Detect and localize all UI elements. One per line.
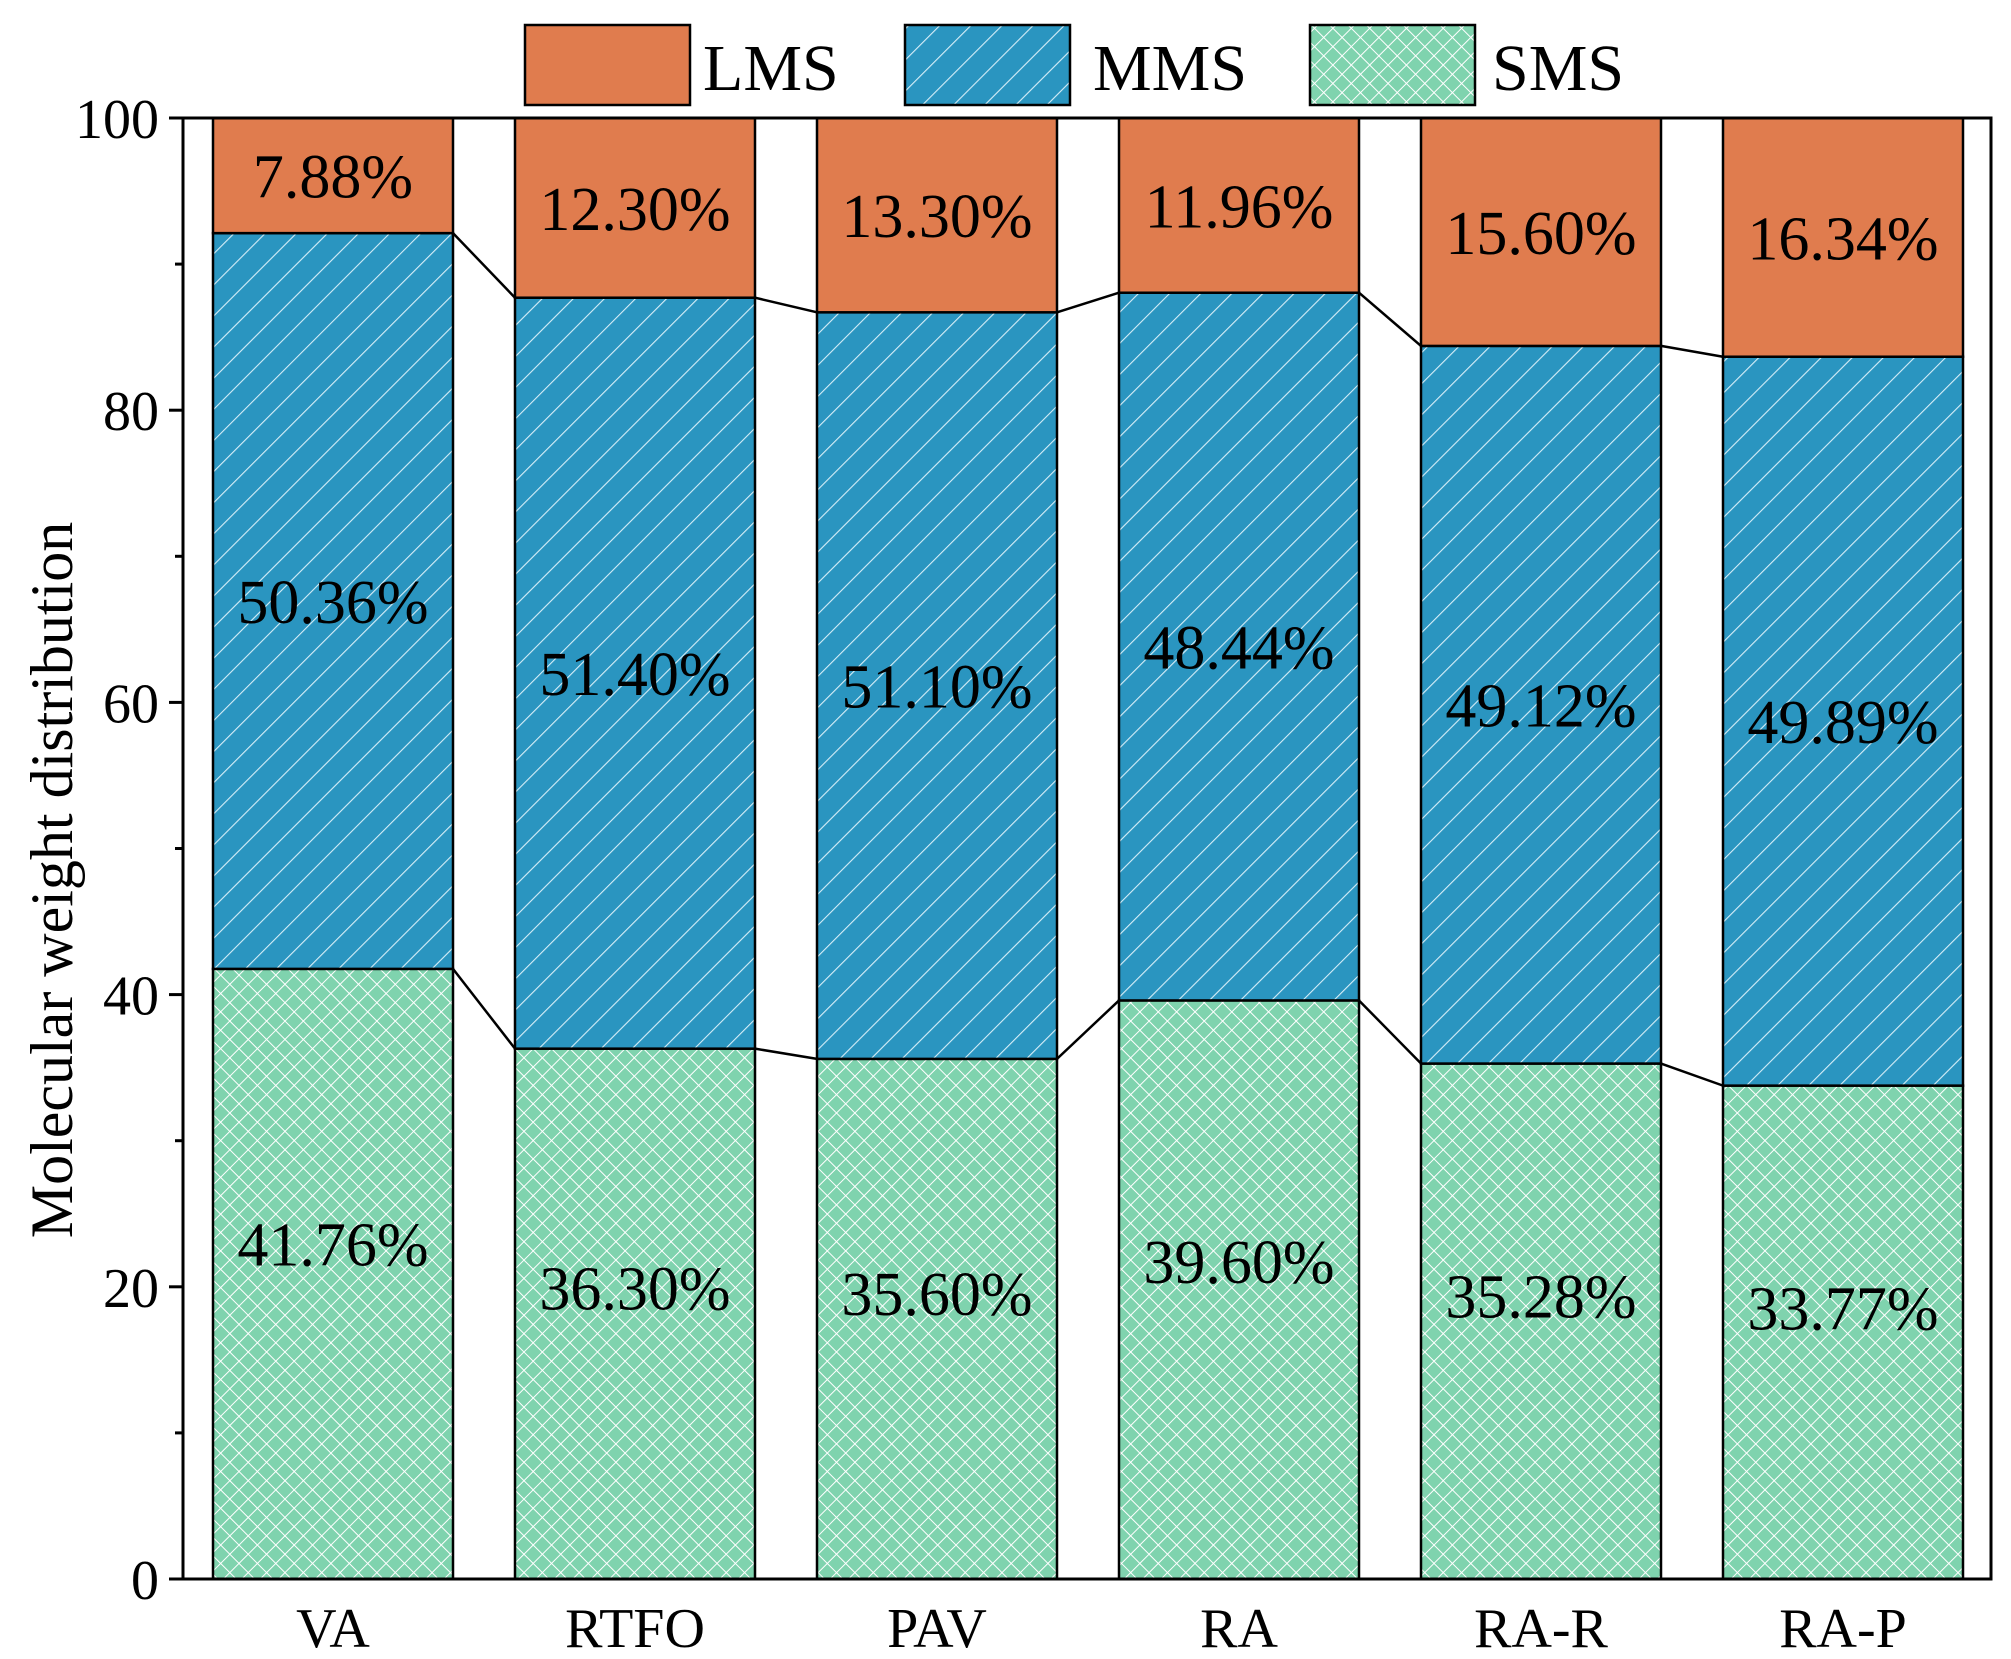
bar-lms-pav (815, 116, 1059, 314)
x-axis-tick-labels: VA RTFO PAV RA RA-R RA-P (296, 1598, 1907, 1659)
connector-mms (1660, 344, 1724, 358)
bar-mms-ra-r (1419, 344, 1663, 1065)
data-label-sms-rtfo: 36.30% (539, 1255, 730, 1323)
y-axis-ticks: 0 20 40 60 80 100 (75, 89, 183, 1612)
data-label-mms-rtfo: 51.40% (539, 641, 730, 709)
connector-sms (1056, 999, 1120, 1060)
data-label-mms-ra: 48.44% (1143, 615, 1334, 683)
connector-sms (452, 968, 516, 1050)
connector-lines (452, 232, 1724, 1087)
connector-mms (754, 296, 818, 314)
bar-sms-ra (1117, 999, 1361, 1581)
legend-swatch-sms (1308, 23, 1477, 107)
y-tick-label: 100 (75, 89, 159, 151)
legend: LMS MMS SMS (523, 23, 1624, 107)
data-label-lms-ra: 11.96% (1145, 173, 1334, 241)
plot-frame (181, 116, 1993, 1581)
x-tick-label-ra: RA (1200, 1598, 1278, 1659)
connector-sms (1660, 1062, 1724, 1087)
legend-swatch-lms (523, 23, 692, 107)
data-labels: 41.76% 50.36% 7.88% 36.30% 51.40% 12.30% 35.60… (237, 144, 1938, 1344)
bar-mms-rtfo (513, 296, 757, 1050)
legend-item-sms: SMS (1308, 23, 1624, 107)
bar-lms-ra-r (1419, 116, 1663, 348)
bar-sms-ra-p (1721, 1084, 1965, 1581)
bars (211, 116, 1965, 1581)
x-tick-label-ra-p: RA-P (1779, 1598, 1907, 1659)
data-label-mms-ra-p: 49.89% (1747, 689, 1938, 757)
connector-mms (1358, 291, 1422, 347)
data-label-lms-pav: 13.30% (841, 183, 1032, 251)
bar-sms-rtfo (513, 1047, 757, 1581)
data-label-lms-rtfo: 12.30% (539, 176, 730, 244)
data-label-mms-pav: 51.10% (841, 654, 1032, 722)
data-label-sms-ra-p: 33.77% (1747, 1276, 1938, 1344)
data-label-sms-ra-r: 35.28% (1445, 1264, 1636, 1332)
bar-mms-va (211, 231, 455, 971)
x-tick-label-ra-r: RA-R (1474, 1598, 1608, 1659)
y-tick-label: 40 (103, 966, 159, 1028)
bar-lms-ra (1117, 116, 1361, 294)
connector-sms (1358, 999, 1422, 1065)
bar-sms-ra-r (1419, 1062, 1663, 1581)
data-label-sms-va: 41.76% (237, 1211, 428, 1279)
y-tick-label: 20 (103, 1258, 159, 1320)
data-label-lms-ra-r: 15.60% (1445, 200, 1636, 268)
connector-mms (452, 232, 516, 299)
legend-label-sms: SMS (1492, 32, 1624, 105)
connector-mms (1056, 291, 1120, 314)
x-tick-label-va: VA (296, 1598, 370, 1659)
legend-label-mms: MMS (1093, 32, 1247, 105)
legend-item-lms: LMS (523, 23, 839, 107)
bar-sms-pav (815, 1057, 1059, 1581)
y-tick-label: 0 (131, 1550, 159, 1612)
data-label-mms-va: 50.36% (237, 569, 428, 637)
legend-item-mms: MMS (903, 23, 1247, 107)
data-label-lms-va: 7.88% (253, 144, 413, 212)
bar-sms-va (211, 967, 455, 1581)
bar-mms-ra-p (1721, 355, 1965, 1087)
x-tick-label-pav: PAV (887, 1598, 987, 1659)
legend-swatch-mms (903, 23, 1072, 107)
data-label-mms-ra-r: 49.12% (1445, 673, 1636, 741)
connector-sms (754, 1047, 818, 1061)
legend-label-lms: LMS (703, 32, 839, 105)
data-label-sms-pav: 35.60% (841, 1261, 1032, 1329)
y-axis-title: Molecular weight distribution (19, 522, 85, 1239)
bar-mms-ra (1117, 291, 1361, 1002)
bar-lms-va (211, 116, 455, 235)
y-tick-label: 80 (103, 381, 159, 443)
bar-mms-pav (815, 311, 1059, 1061)
data-label-sms-ra: 39.60% (1143, 1229, 1334, 1297)
data-label-lms-ra-p: 16.34% (1747, 205, 1938, 273)
x-tick-label-rtfo: RTFO (565, 1598, 705, 1659)
y-tick-label: 60 (103, 673, 159, 735)
bar-lms-ra-p (1721, 116, 1965, 358)
